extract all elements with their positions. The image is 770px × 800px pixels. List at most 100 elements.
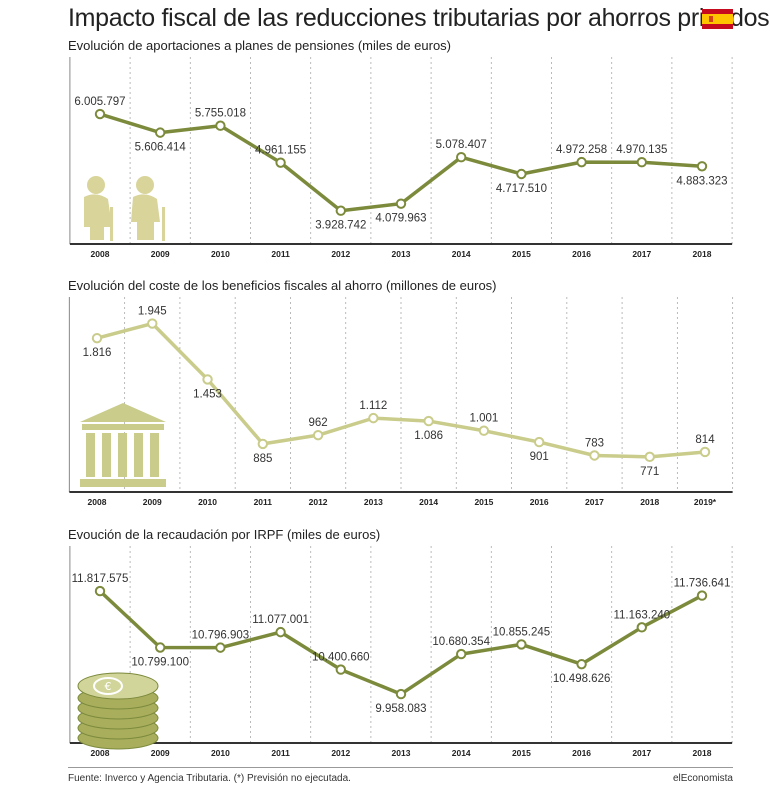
data-point [696, 161, 708, 172]
data-point [696, 590, 708, 601]
data-label: 962 [308, 417, 327, 429]
svg-text:€: € [105, 680, 112, 693]
data-label: 1.453 [193, 388, 222, 400]
data-point [312, 429, 324, 441]
x-tick-label: 2017 [632, 748, 651, 758]
data-label: 11.817.575 [72, 573, 129, 585]
data-label: 4.883.323 [676, 175, 727, 187]
x-tick-label: 2012 [331, 748, 350, 758]
chart-2-tax-benefit-cost: 2008 2009 2010 2011 2012 2013 2014 2015 2016 2017… [68, 297, 734, 507]
x-tick-label: 2009 [143, 497, 162, 507]
data-point [335, 664, 346, 675]
data-label: 4.970.135 [616, 144, 667, 156]
x-tick-label: 2008 [91, 249, 110, 259]
x-tick-label: 2010 [198, 497, 217, 507]
footer-divider [68, 767, 733, 768]
x-tick-label: 2011 [254, 497, 273, 507]
data-label: 11.736.641 [674, 578, 731, 590]
data-label: 10.498.626 [553, 673, 611, 685]
data-point [94, 585, 106, 597]
x-tick-label: 2018 [640, 497, 659, 507]
data-point [202, 374, 213, 385]
x-tick-label: 2015 [512, 249, 531, 259]
euro-coins-icon: € [77, 672, 159, 750]
data-point [335, 205, 346, 216]
data-label: 1.112 [359, 400, 387, 412]
data-label: 901 [530, 451, 549, 463]
footer-source: Fuente: Inverco y Agencia Tributaria. (*… [68, 773, 351, 784]
elderly-couple-icon [84, 176, 165, 241]
data-label: 814 [695, 434, 715, 446]
data-point [576, 156, 587, 168]
x-tick-label: 2015 [474, 497, 493, 507]
x-tick-label: 2011 [271, 748, 290, 758]
data-point [423, 415, 434, 427]
x-tick-label: 2018 [693, 748, 712, 758]
data-label: 10.680.354 [432, 636, 490, 648]
data-point [395, 688, 407, 700]
data-point [368, 412, 379, 424]
chart-1-title: Evolución de aportaciones a planes de pe… [68, 38, 452, 53]
data-point [516, 168, 527, 180]
data-label: 6.005.797 [74, 96, 125, 108]
data-point [516, 639, 527, 650]
x-tick-label: 2012 [331, 249, 350, 259]
x-tick-label: 2008 [88, 497, 107, 507]
data-point [147, 318, 158, 329]
data-point [275, 157, 286, 168]
x-tick-label: 2013 [392, 249, 411, 259]
data-point [94, 108, 106, 120]
x-tick-label: 2014 [452, 748, 471, 758]
chart-1-pension-contributions: 2008 2009 2010 2011 2012 2013 2014 2015 2016 2017… [69, 57, 733, 259]
x-tick-label: 2016 [572, 249, 591, 259]
x-tick-label: 2017 [632, 249, 651, 259]
data-point [91, 332, 103, 344]
x-tick-label: 2018 [693, 249, 712, 259]
data-label: 11.163.240 [613, 609, 670, 621]
data-point [456, 151, 467, 163]
bank-building-icon [80, 403, 166, 487]
data-point [456, 648, 467, 660]
data-label: 9.958.083 [375, 703, 426, 715]
data-point [215, 642, 226, 653]
data-label: 1.816 [83, 347, 112, 359]
data-label: 4.972.258 [556, 144, 607, 156]
data-point [644, 451, 655, 463]
chart-3-irpf-revenue: €2008 2009 2010 2011 2012 2013 2014 2015 2016 201… [69, 546, 733, 758]
data-label: 10.855.245 [493, 626, 551, 638]
x-tick-label: 2008 [91, 748, 110, 758]
gridlines [69, 546, 733, 743]
x-tick-label: 2011 [271, 249, 290, 259]
data-point [395, 198, 407, 209]
gridlines [68, 297, 734, 492]
data-label: 10.799.100 [131, 657, 189, 669]
data-label: 1.945 [138, 306, 167, 318]
chart-3-title: Evoución de la recaudación por IRPF (mil… [68, 527, 381, 542]
data-label: 1.086 [414, 430, 443, 442]
data-label: 5.078.407 [436, 139, 487, 151]
x-tick-label: 2019* [694, 497, 717, 507]
x-tick-label: 2009 [151, 249, 170, 259]
x-tick-label: 2009 [151, 748, 170, 758]
data-point [699, 446, 711, 458]
data-point [636, 622, 647, 633]
data-point [533, 436, 545, 448]
data-label: 11.077.001 [252, 614, 309, 626]
data-label: 4.079.963 [375, 213, 426, 225]
data-point [155, 127, 166, 138]
x-tick-label: 2015 [512, 748, 531, 758]
data-label: 1.001 [470, 413, 499, 425]
spain-flag-icon [702, 9, 733, 29]
data-label: 10.796.903 [192, 630, 250, 642]
data-label: 5.606.414 [135, 142, 187, 154]
footer-brand: elEconomista [672, 773, 733, 784]
x-tick-label: 2013 [364, 497, 383, 507]
data-label: 783 [585, 437, 604, 449]
x-tick-label: 2012 [309, 497, 328, 507]
data-label: 3.928.742 [315, 220, 366, 232]
data-label: 10.400.660 [312, 652, 370, 664]
x-tick-label: 2010 [211, 748, 230, 758]
x-tick-label: 2017 [585, 497, 604, 507]
data-label: 771 [640, 466, 659, 478]
page-title: Impacto fiscal de las reducciones tribut… [68, 4, 770, 32]
